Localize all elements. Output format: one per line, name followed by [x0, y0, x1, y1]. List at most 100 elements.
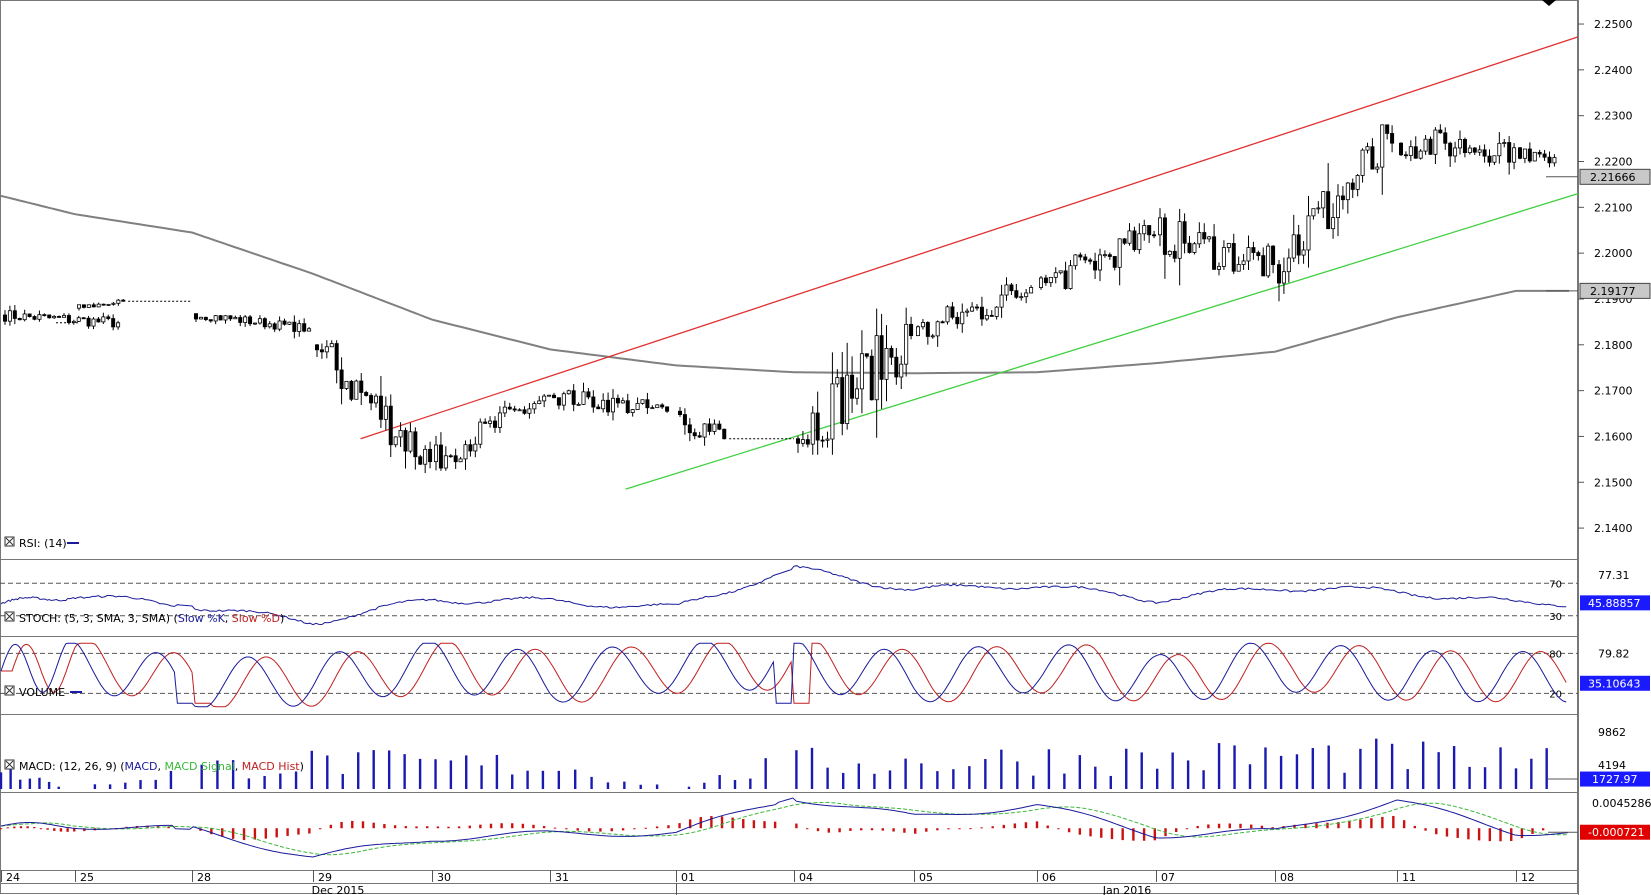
scroll-down-marker-icon[interactable]	[1542, 0, 1556, 6]
candle-body	[1408, 146, 1413, 156]
candle-body	[106, 316, 111, 319]
candle-body	[106, 303, 111, 306]
volume-bar	[541, 770, 545, 789]
candle-body	[86, 304, 91, 308]
macd-hist-bar	[1304, 823, 1307, 829]
candle-body	[1107, 254, 1112, 257]
volume-bar	[623, 781, 626, 789]
macd-hist-bar	[286, 828, 289, 836]
day-tick-label: 11	[1402, 871, 1416, 884]
candle-body	[1547, 156, 1552, 164]
macd-hist-bar	[1392, 815, 1395, 829]
candle-body	[820, 439, 825, 442]
macd-hist-bar	[0, 828, 3, 830]
macd-hist-bar	[1499, 828, 1502, 842]
volume-bar	[810, 747, 814, 789]
volume-bar	[480, 765, 483, 789]
macd-hist-bar	[1510, 828, 1513, 841]
day-tick-label: 31	[555, 871, 569, 884]
candle-body	[277, 320, 282, 330]
macd-hist-bar	[33, 827, 36, 829]
candle-body	[640, 399, 645, 404]
moving-average-line	[0, 194, 1570, 375]
macd-hist-bar	[1175, 828, 1178, 832]
candle-body	[650, 407, 655, 410]
macd-hist-bar	[415, 826, 418, 829]
candle-body	[1132, 230, 1137, 251]
macd-hist-bar	[1315, 823, 1318, 829]
day-tick-label: 08	[1280, 871, 1294, 884]
volume-bar	[1264, 747, 1267, 789]
candle-body	[655, 404, 660, 409]
candle-body	[1063, 270, 1068, 289]
candle-body	[556, 397, 561, 406]
candle-body	[1438, 129, 1443, 134]
volume-bar	[28, 778, 32, 789]
macd-hist-bar	[565, 828, 568, 830]
volume-collapse-icon[interactable]	[4, 685, 15, 696]
candle-body	[630, 409, 635, 413]
volume-bar	[1233, 745, 1236, 789]
candle-body	[1326, 191, 1331, 230]
volume-bar	[718, 775, 721, 789]
price-tick-label: 2.2200	[1594, 156, 1633, 169]
day-tick-label: 25	[80, 871, 94, 884]
volume-bar	[795, 750, 798, 789]
candle-body	[1029, 287, 1034, 294]
candle-body	[488, 420, 493, 424]
candle-body	[1453, 147, 1458, 157]
candle-body	[319, 349, 324, 353]
candle-body	[1462, 138, 1467, 154]
candle-body	[1112, 256, 1117, 268]
macd-hist-bar	[892, 828, 895, 832]
macd-hist-bar	[795, 823, 798, 829]
candle-body	[1340, 195, 1345, 201]
stoch-collapse-icon[interactable]	[4, 611, 15, 622]
candle-body	[57, 316, 62, 318]
panel-frames	[0, 0, 1579, 895]
macd-hist-bar	[849, 828, 852, 831]
candle-body	[1192, 243, 1197, 253]
macd-hist-bar	[806, 828, 809, 830]
candle-body	[522, 409, 527, 414]
volume-bar	[1217, 743, 1221, 789]
candle-body	[542, 395, 547, 402]
rsi-collapse-icon[interactable]	[4, 536, 15, 547]
day-tick-label: 04	[799, 871, 813, 884]
candle-body	[453, 455, 458, 463]
volume-bar	[1063, 773, 1066, 789]
macd-hist-bar	[599, 828, 602, 832]
candle-body	[999, 294, 1004, 308]
macd-hist-bar	[958, 828, 961, 830]
stoch-d-line	[1, 642, 1567, 708]
macd-hist-bar	[1185, 828, 1189, 830]
macd-hist-bar	[532, 824, 535, 829]
macd-hist-bar	[914, 828, 917, 834]
volume-bar	[57, 786, 60, 789]
candle-body	[1152, 234, 1157, 237]
candle-body	[1271, 245, 1276, 266]
volume-bar	[341, 773, 344, 789]
macd-hist-bar	[1121, 828, 1124, 841]
candle-body	[101, 303, 106, 306]
macd-hist-bar	[1488, 828, 1492, 842]
price-tick-label: 2.2500	[1594, 18, 1633, 31]
macd-collapse-icon[interactable]	[4, 759, 15, 770]
macd-hist-bar	[275, 828, 278, 838]
macd-hist-bar	[610, 828, 613, 832]
candle-body	[1472, 147, 1477, 153]
volume-bar	[1452, 746, 1456, 789]
candle-body	[975, 306, 980, 309]
macd-hist-bar	[66, 828, 69, 832]
stochastic-panel: 80 20 79.82 35.10643	[0, 642, 1650, 708]
candle-body	[257, 318, 262, 324]
candle-body	[1467, 147, 1472, 154]
candle-body	[855, 388, 860, 399]
candle-body	[935, 321, 940, 337]
macd-hist-bar	[870, 828, 874, 831]
macd-hist-bar	[457, 826, 461, 829]
last-price-label: 2.21666	[1590, 171, 1636, 184]
macd-hist-bar	[947, 828, 950, 830]
candle-body	[213, 315, 218, 322]
candle-body	[413, 431, 418, 458]
